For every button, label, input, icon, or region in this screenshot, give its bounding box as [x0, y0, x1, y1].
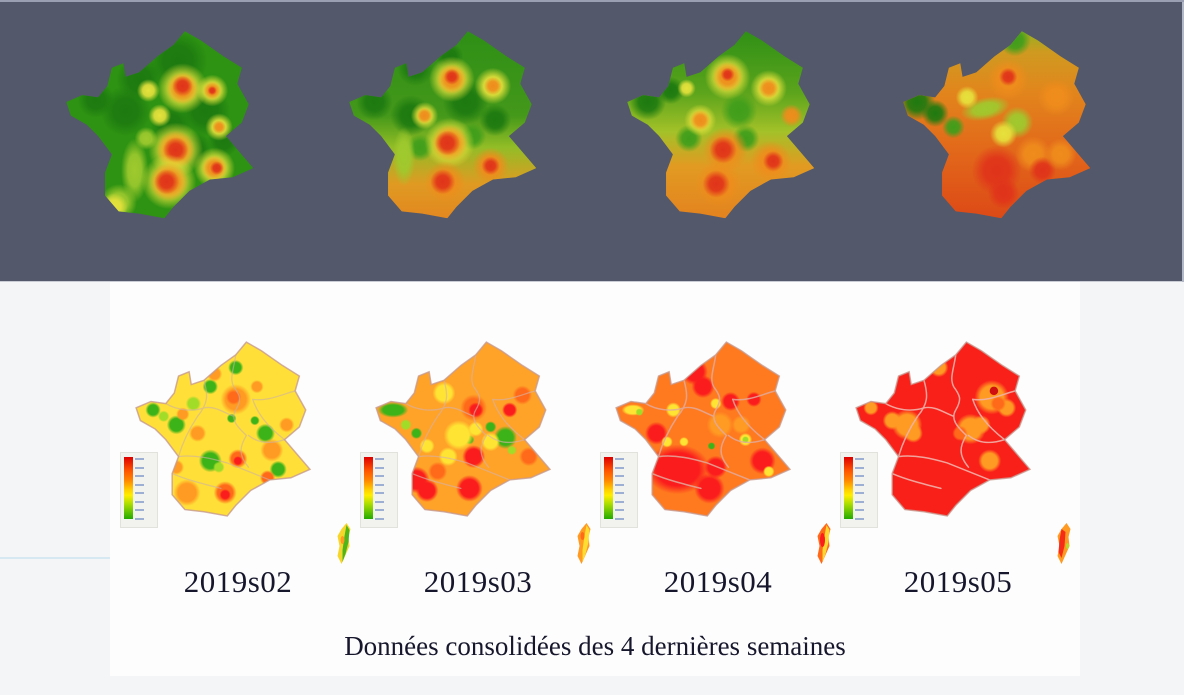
legend-gradient-bar: [844, 457, 853, 519]
corsica-island: [337, 523, 351, 564]
france-choropleth-2019s04: [615, 341, 792, 518]
france-choropleth-2019s05: [855, 341, 1032, 518]
france-heatmap-smoothed-2: [349, 31, 537, 219]
legend-tick-labels: [615, 457, 624, 521]
left-divider-line: [0, 557, 110, 559]
corsica-island: [817, 523, 831, 564]
map-label-week2: 2019s03: [423, 564, 533, 599]
legend-tick-labels: [135, 457, 144, 521]
map-label-week1: 2019s02: [183, 564, 293, 599]
legend-gradient-bar: [124, 457, 133, 519]
legend-gradient-bar: [604, 457, 613, 519]
color-scale-legend: [360, 452, 398, 528]
legend-tick-labels: [855, 457, 864, 521]
france-heatmap-smoothed-3: [627, 31, 815, 219]
map-group-2019s05: [838, 330, 1078, 575]
france-choropleth-2019s03: [375, 341, 552, 518]
figure-caption: Données consolidées des 4 dernières sema…: [344, 631, 846, 661]
france-heatmap-smoothed-4: [903, 31, 1091, 219]
color-scale-legend: [120, 452, 158, 528]
color-scale-legend: [840, 452, 878, 528]
map-group-2019s03: [358, 330, 598, 575]
legend-gradient-bar: [364, 457, 373, 519]
viewport-3d-band: [0, 0, 1184, 282]
map-label-week3: 2019s04: [663, 564, 773, 599]
map-label-week4: 2019s05: [903, 564, 1013, 599]
corsica-island: [577, 523, 591, 564]
france-choropleth-2019s02: [135, 341, 312, 518]
france-heatmap-smoothed-1: [66, 31, 254, 219]
map-group-2019s02: [118, 330, 358, 575]
corsica-island: [1057, 523, 1071, 564]
legend-tick-labels: [375, 457, 384, 521]
map-group-2019s04: [598, 330, 838, 575]
color-scale-legend: [600, 452, 638, 528]
